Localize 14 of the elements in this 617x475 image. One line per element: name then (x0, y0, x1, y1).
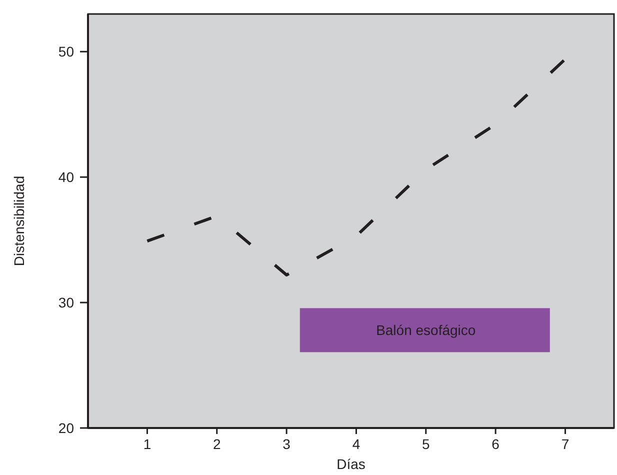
x-tick-label: 7 (561, 436, 570, 452)
y-tick-label: 40 (58, 169, 74, 186)
x-tick-label: 1 (143, 436, 152, 452)
y-tick-label: 50 (58, 44, 74, 60)
y-tick-label: 30 (58, 294, 74, 311)
x-tick-label: 2 (212, 436, 221, 452)
x-tick-label: 6 (492, 436, 500, 452)
annotation: Balón esofágico (376, 322, 476, 338)
x-axis-title: Días (336, 456, 366, 472)
y-axis-title: Distensibilidad (11, 176, 27, 266)
y-tick-label: 20 (58, 420, 74, 436)
x-tick-label: 3 (282, 436, 291, 452)
x-tick-label: 4 (352, 436, 360, 452)
x-tick-label: 5 (422, 436, 430, 452)
